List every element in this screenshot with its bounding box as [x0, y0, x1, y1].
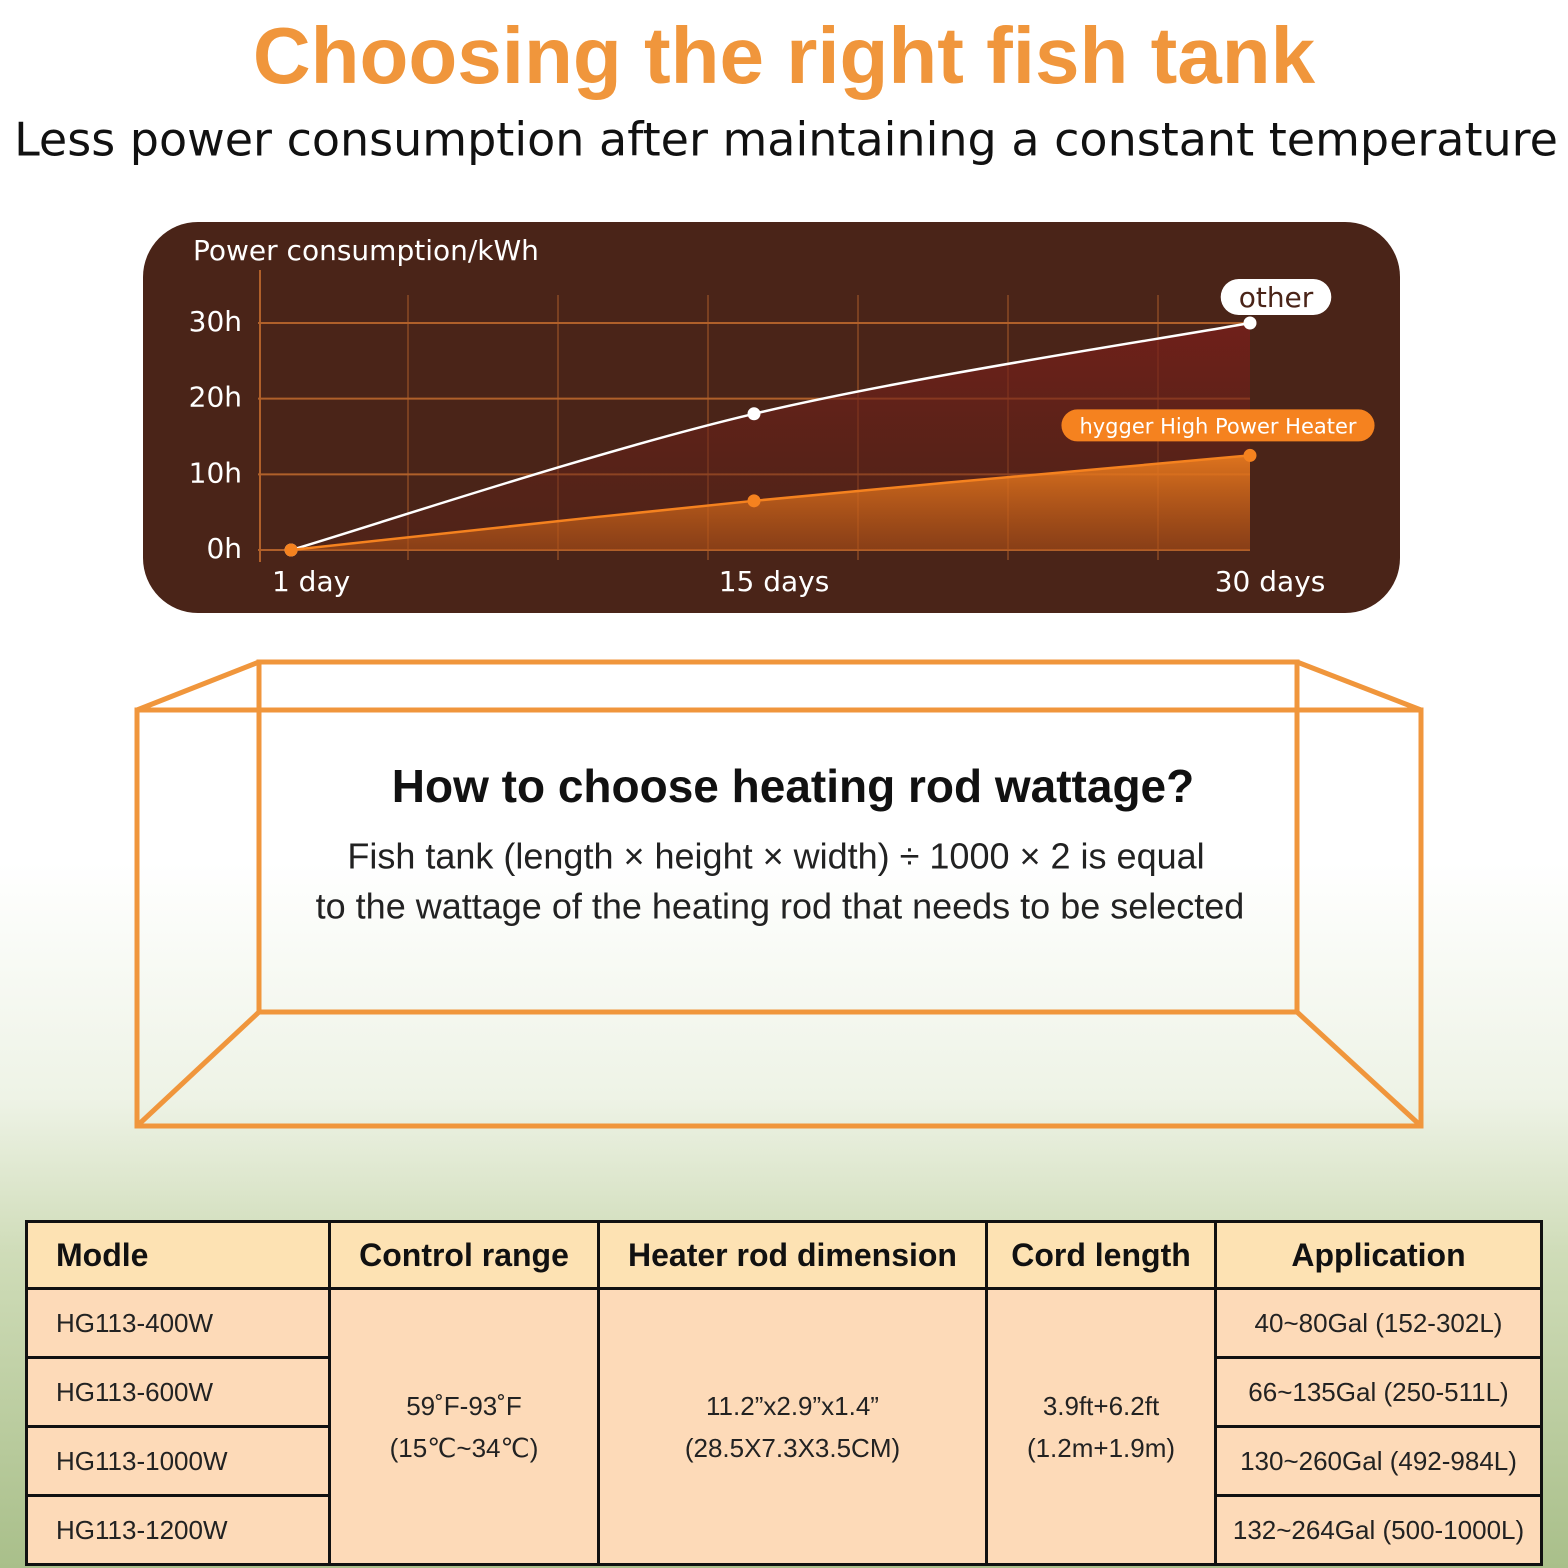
cell: 3.9ft+6.2ft (1.2m+1.9m) — [985, 1287, 1217, 1566]
text: (1.2m+1.9m) — [1026, 1432, 1176, 1463]
y-tick-label: 20h — [189, 381, 242, 414]
application: 130~260Gal (492-984L) — [1214, 1425, 1543, 1497]
point — [1243, 448, 1257, 462]
legend-pill — [1061, 409, 1375, 442]
model: HG113-1000W — [25, 1425, 331, 1497]
tank-title: How to choose heating rod wattage? — [392, 760, 1194, 812]
tank-frame — [134, 659, 1424, 1129]
header-cell: Modle — [25, 1220, 331, 1290]
legend-label: hygger High Power Heater — [1079, 414, 1356, 438]
model: HG113-1200W — [25, 1494, 331, 1566]
model: HG113-400W — [25, 1287, 331, 1359]
x-tick-label: 1 day — [272, 565, 350, 598]
legend-label: other — [1239, 281, 1314, 314]
text: (28.5X7.3X3.5CM) — [684, 1432, 901, 1463]
title: Choosing the right fish tank — [253, 11, 1316, 100]
x-tick-label: 15 days — [719, 565, 830, 598]
spec-table: Modle Control range Heater rod dimension… — [25, 1220, 1543, 1566]
y-axis-label: Power consumption/kWh — [193, 234, 539, 267]
application: 132~264Gal (500-1000L) — [1214, 1494, 1543, 1566]
point — [747, 407, 761, 421]
x-tick-label: 30 days — [1215, 565, 1326, 598]
application: 66~135Gal (250-511L) — [1214, 1356, 1543, 1428]
chart: Power consumption/kWh 0h 10h 20h 30h 1 day 15 … — [189, 234, 1375, 598]
point — [747, 494, 761, 508]
tank-line: Fish tank (length × height × width) ÷ 10… — [347, 836, 1204, 877]
model: HG113-600W — [25, 1356, 331, 1428]
text: 3.9ft+6.2ft — [1042, 1390, 1160, 1421]
area — [291, 455, 1251, 550]
text: (15℃~34℃) — [389, 1432, 539, 1463]
point — [284, 543, 298, 557]
legend-pill — [1220, 279, 1332, 315]
subtitle: Less power consumption after maintaining… — [14, 113, 1558, 167]
point — [1243, 316, 1257, 330]
y-tick-label: 30h — [189, 305, 242, 338]
header-cell: Application — [1214, 1220, 1543, 1290]
y-tick-label: 0h — [206, 532, 242, 565]
cell: 59˚F-93˚F (15℃~34℃) — [328, 1287, 600, 1566]
tank-line: to the wattage of the heating rod that n… — [316, 886, 1245, 927]
header-cell: Heater rod dimension — [597, 1220, 988, 1290]
header-cell: Control range — [328, 1220, 600, 1290]
header-cell: Cord length — [985, 1220, 1217, 1290]
text: 11.2”x2.9”x1.4” — [706, 1390, 879, 1421]
text: 59˚F-93˚F — [406, 1390, 522, 1421]
cell: 11.2”x2.9”x1.4” (28.5X7.3X3.5CM) — [597, 1287, 988, 1566]
y-tick-label: 10h — [189, 456, 242, 489]
application: 40~80Gal (152-302L) — [1214, 1287, 1543, 1359]
